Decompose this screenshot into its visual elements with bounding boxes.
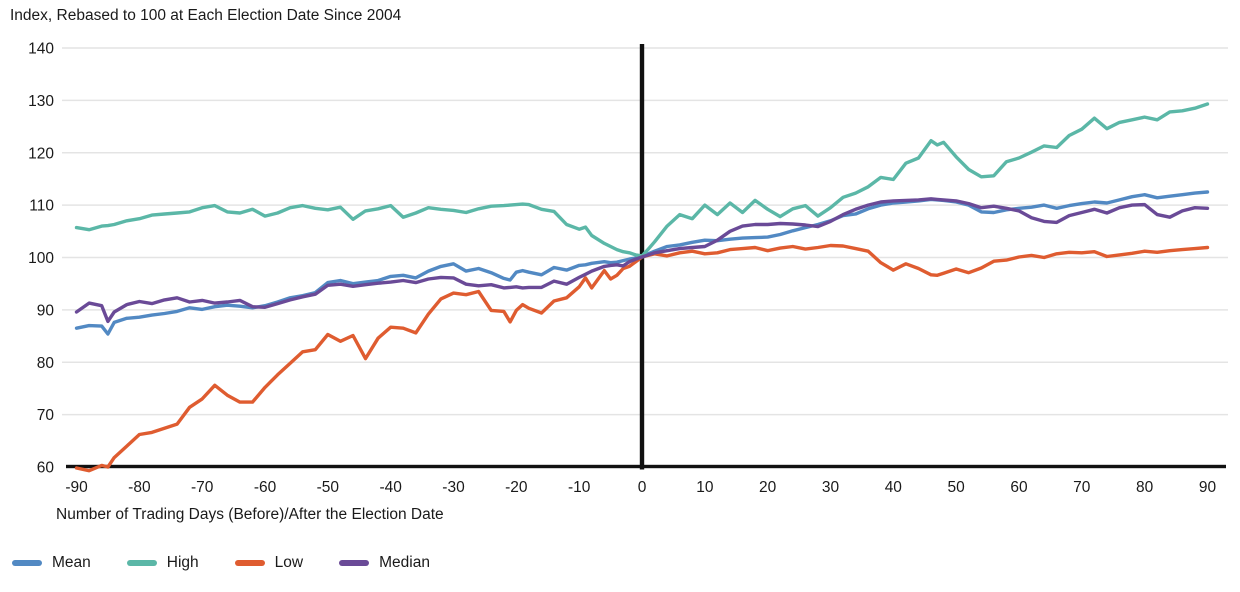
x-tick-label: 90 [1199, 479, 1217, 496]
x-tick-label: -60 [254, 479, 277, 496]
x-axis-title: Number of Trading Days (Before)/After th… [56, 506, 444, 523]
y-tick-label: 130 [28, 93, 54, 110]
y-tick-label: 110 [29, 198, 54, 215]
y-tick-label: 60 [37, 460, 55, 477]
legend-item-median: Median [339, 554, 430, 572]
legend-label-mean: Mean [52, 554, 91, 571]
x-tick-label: -20 [505, 479, 528, 496]
legend-item-mean: Mean [12, 554, 91, 572]
x-tick-label: -50 [317, 479, 340, 496]
legend-item-high: High [126, 554, 199, 572]
x-tick-label: 70 [1073, 479, 1091, 496]
x-tick-label: 40 [885, 479, 903, 496]
legend-label-median: Median [379, 554, 430, 571]
x-tick-label: -70 [191, 479, 214, 496]
y-tick-label: 80 [37, 355, 55, 372]
series-line-low [74, 243, 1210, 473]
x-tick-label: -10 [568, 479, 591, 496]
x-axis-line [66, 464, 1226, 469]
series-line-median [74, 197, 1210, 324]
x-tick-label: 50 [948, 479, 966, 496]
legend-swatch-mean [12, 560, 42, 566]
legend: Mean High Low Median [12, 554, 466, 572]
legend-swatch-median [339, 560, 370, 566]
x-tick-label: -30 [442, 479, 465, 496]
x-tick-label: 30 [822, 479, 840, 496]
x-tick-label: -90 [65, 479, 88, 496]
x-tick-label: -40 [379, 479, 402, 496]
x-tick-label: -80 [128, 479, 151, 496]
y-tick-label: 120 [28, 145, 54, 162]
legend-label-low: Low [274, 554, 304, 571]
legend-swatch-low [234, 560, 265, 566]
legend-swatch-high [126, 560, 157, 566]
x-tick-label: 80 [1136, 479, 1154, 496]
series-line-high [74, 102, 1210, 258]
x-tick-label: 20 [759, 479, 777, 496]
x-tick-label: 10 [696, 479, 714, 496]
y-tick-label: 100 [28, 250, 54, 267]
y-tick-label: 90 [37, 302, 55, 319]
legend-item-low: Low [234, 554, 304, 572]
y-tick-label: 140 [28, 41, 54, 58]
x-tick-label: 0 [638, 479, 647, 496]
x-tick-label: 60 [1010, 479, 1028, 496]
y-tick-label: 70 [37, 407, 55, 424]
chart-title: Index, Rebased to 100 at Each Election D… [10, 7, 402, 24]
legend-label-high: High [166, 554, 199, 571]
